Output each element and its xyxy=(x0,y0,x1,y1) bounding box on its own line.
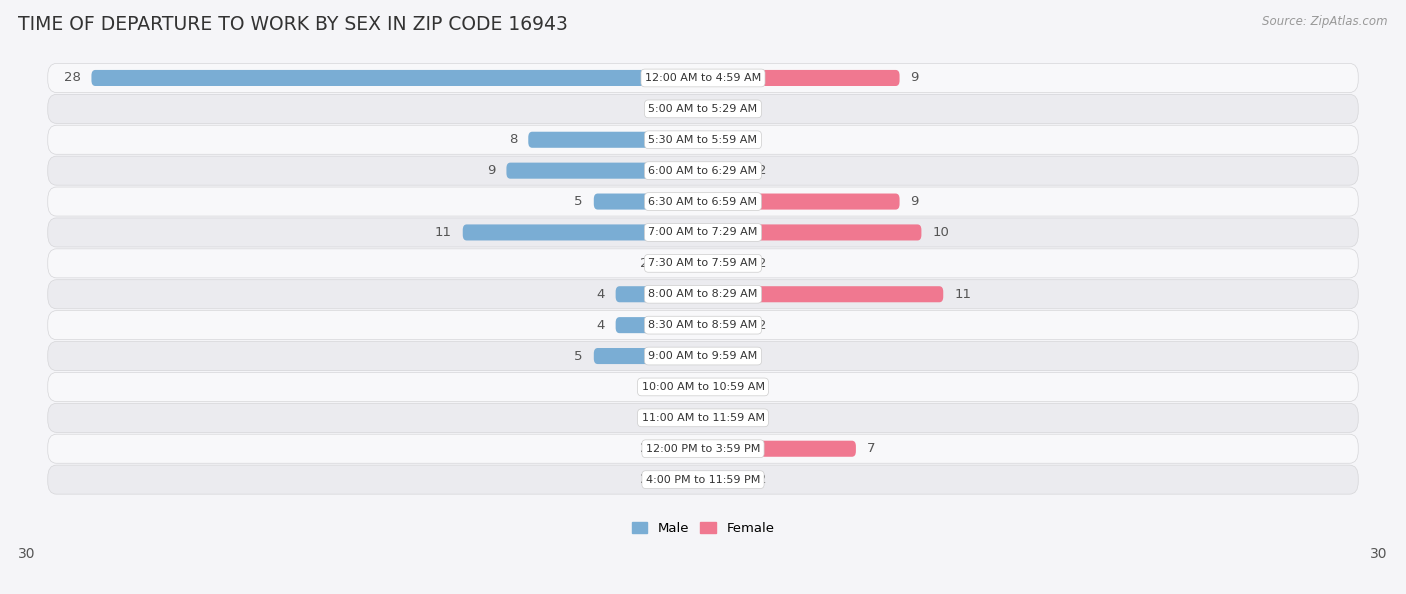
FancyBboxPatch shape xyxy=(48,64,1358,93)
FancyBboxPatch shape xyxy=(48,187,1358,216)
FancyBboxPatch shape xyxy=(48,372,1358,402)
FancyBboxPatch shape xyxy=(703,472,747,488)
FancyBboxPatch shape xyxy=(686,379,703,395)
Text: 5:30 AM to 5:59 AM: 5:30 AM to 5:59 AM xyxy=(648,135,758,145)
FancyBboxPatch shape xyxy=(686,410,703,426)
Text: 12:00 PM to 3:59 PM: 12:00 PM to 3:59 PM xyxy=(645,444,761,454)
Text: 0: 0 xyxy=(730,380,738,393)
FancyBboxPatch shape xyxy=(616,286,703,302)
Text: 12:00 AM to 4:59 AM: 12:00 AM to 4:59 AM xyxy=(645,73,761,83)
FancyBboxPatch shape xyxy=(48,280,1358,309)
FancyBboxPatch shape xyxy=(48,403,1358,432)
Text: 5:00 AM to 5:29 AM: 5:00 AM to 5:29 AM xyxy=(648,104,758,114)
Text: 4: 4 xyxy=(596,287,605,301)
FancyBboxPatch shape xyxy=(659,255,703,271)
Text: 2: 2 xyxy=(758,257,766,270)
FancyBboxPatch shape xyxy=(703,410,725,426)
Text: 0: 0 xyxy=(730,349,738,362)
FancyBboxPatch shape xyxy=(659,441,703,457)
FancyBboxPatch shape xyxy=(529,132,703,148)
Legend: Male, Female: Male, Female xyxy=(626,516,780,541)
FancyBboxPatch shape xyxy=(48,94,1358,124)
Text: 7:30 AM to 7:59 AM: 7:30 AM to 7:59 AM xyxy=(648,258,758,268)
Text: 5: 5 xyxy=(575,349,583,362)
FancyBboxPatch shape xyxy=(593,348,703,364)
FancyBboxPatch shape xyxy=(593,194,703,210)
Text: 11:00 AM to 11:59 AM: 11:00 AM to 11:59 AM xyxy=(641,413,765,423)
FancyBboxPatch shape xyxy=(91,70,703,86)
FancyBboxPatch shape xyxy=(506,163,703,179)
Text: 5: 5 xyxy=(575,195,583,208)
FancyBboxPatch shape xyxy=(48,218,1358,247)
FancyBboxPatch shape xyxy=(703,441,856,457)
Text: 6:00 AM to 6:29 AM: 6:00 AM to 6:29 AM xyxy=(648,166,758,176)
FancyBboxPatch shape xyxy=(703,163,747,179)
Text: TIME OF DEPARTURE TO WORK BY SEX IN ZIP CODE 16943: TIME OF DEPARTURE TO WORK BY SEX IN ZIP … xyxy=(18,15,568,34)
Text: 30: 30 xyxy=(18,547,35,561)
Text: 9: 9 xyxy=(911,195,920,208)
Text: 0: 0 xyxy=(668,411,676,424)
Text: 8: 8 xyxy=(509,133,517,146)
FancyBboxPatch shape xyxy=(686,101,703,117)
Text: 2: 2 xyxy=(640,257,648,270)
FancyBboxPatch shape xyxy=(703,132,720,148)
Text: 2: 2 xyxy=(758,164,766,177)
FancyBboxPatch shape xyxy=(48,465,1358,494)
FancyBboxPatch shape xyxy=(463,225,703,241)
Text: 0: 0 xyxy=(668,380,676,393)
Text: 9:00 AM to 9:59 AM: 9:00 AM to 9:59 AM xyxy=(648,351,758,361)
Text: 2: 2 xyxy=(758,473,766,486)
Text: Source: ZipAtlas.com: Source: ZipAtlas.com xyxy=(1263,15,1388,28)
Text: 2: 2 xyxy=(640,442,648,455)
FancyBboxPatch shape xyxy=(703,286,943,302)
Text: 0: 0 xyxy=(668,102,676,115)
FancyBboxPatch shape xyxy=(659,472,703,488)
FancyBboxPatch shape xyxy=(48,249,1358,278)
FancyBboxPatch shape xyxy=(703,317,747,333)
Text: 4: 4 xyxy=(596,318,605,331)
Text: 10:00 AM to 10:59 AM: 10:00 AM to 10:59 AM xyxy=(641,382,765,392)
Text: 2: 2 xyxy=(758,318,766,331)
FancyBboxPatch shape xyxy=(703,225,921,241)
Text: 6:30 AM to 6:59 AM: 6:30 AM to 6:59 AM xyxy=(648,197,758,207)
Text: 11: 11 xyxy=(434,226,451,239)
FancyBboxPatch shape xyxy=(48,342,1358,371)
Text: 9: 9 xyxy=(911,71,920,84)
FancyBboxPatch shape xyxy=(703,70,900,86)
Text: 7:00 AM to 7:29 AM: 7:00 AM to 7:29 AM xyxy=(648,228,758,238)
Text: 8:30 AM to 8:59 AM: 8:30 AM to 8:59 AM xyxy=(648,320,758,330)
FancyBboxPatch shape xyxy=(48,156,1358,185)
FancyBboxPatch shape xyxy=(48,125,1358,154)
Text: 7: 7 xyxy=(868,442,876,455)
Text: 30: 30 xyxy=(1371,547,1388,561)
FancyBboxPatch shape xyxy=(48,434,1358,463)
Text: 1: 1 xyxy=(735,411,744,424)
FancyBboxPatch shape xyxy=(703,348,720,364)
Text: 10: 10 xyxy=(932,226,949,239)
Text: 8:00 AM to 8:29 AM: 8:00 AM to 8:29 AM xyxy=(648,289,758,299)
FancyBboxPatch shape xyxy=(703,101,720,117)
Text: 11: 11 xyxy=(955,287,972,301)
FancyBboxPatch shape xyxy=(48,311,1358,340)
Text: 4:00 PM to 11:59 PM: 4:00 PM to 11:59 PM xyxy=(645,475,761,485)
Text: 28: 28 xyxy=(63,71,80,84)
Text: 2: 2 xyxy=(640,473,648,486)
Text: 9: 9 xyxy=(486,164,495,177)
Text: 0: 0 xyxy=(730,133,738,146)
FancyBboxPatch shape xyxy=(703,379,720,395)
FancyBboxPatch shape xyxy=(616,317,703,333)
Text: 0: 0 xyxy=(730,102,738,115)
FancyBboxPatch shape xyxy=(703,194,900,210)
FancyBboxPatch shape xyxy=(703,255,747,271)
